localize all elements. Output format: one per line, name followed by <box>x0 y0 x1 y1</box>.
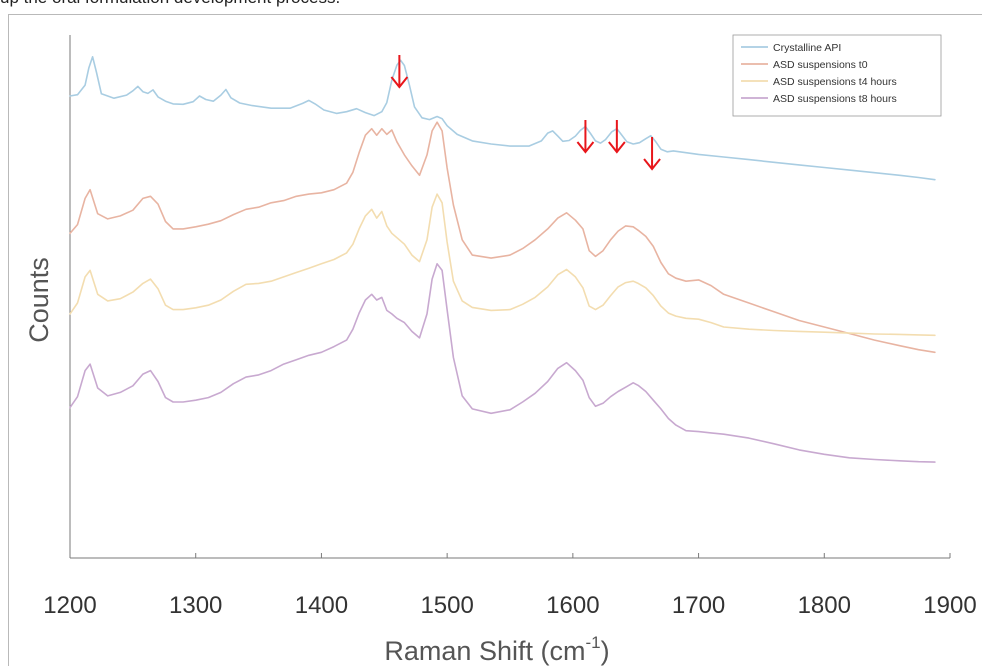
axes: 1200 1300 1400 1500 1600 1700 1800 1900 <box>43 35 976 619</box>
legend-label: Crystalline API <box>773 42 841 54</box>
series-line-4 <box>70 264 935 462</box>
x-tick-label: 1600 <box>546 592 599 619</box>
x-tick-label: 1700 <box>672 592 725 619</box>
x-tick-labels: 1200 1300 1400 1500 1600 1700 1800 1900 <box>43 592 976 619</box>
x-tick-label: 1400 <box>295 592 348 619</box>
legend-label: ASD suspensions t0 <box>773 59 868 71</box>
x-axis-title-close: ) <box>601 636 610 666</box>
legend-label: ASD suspensions t8 hours <box>773 93 897 105</box>
peak-arrow <box>391 55 407 87</box>
y-axis-title: Counts <box>24 257 54 343</box>
legend: Crystalline API ASD suspensions t0 ASD sus… <box>733 35 941 116</box>
x-tick-label: 1300 <box>169 592 222 619</box>
x-tick-label: 1500 <box>420 592 473 619</box>
x-ticks <box>70 553 950 558</box>
peak-arrow <box>577 120 593 152</box>
x-tick-label: 1200 <box>43 592 96 619</box>
series-line-3 <box>70 194 935 335</box>
series-line-2 <box>70 122 935 352</box>
peak-arrow <box>644 137 660 169</box>
x-axis-title-main: Raman Shift (cm <box>384 636 585 666</box>
x-axis-title: Raman Shift (cm-1) <box>384 633 609 666</box>
annotation-arrows <box>391 55 660 169</box>
x-tick-label: 1800 <box>798 592 851 619</box>
legend-label: ASD suspensions t4 hours <box>773 76 897 88</box>
x-tick-label: 1900 <box>923 592 976 619</box>
series-layer <box>70 57 935 462</box>
x-axis-title-superscript: -1 <box>585 633 600 652</box>
